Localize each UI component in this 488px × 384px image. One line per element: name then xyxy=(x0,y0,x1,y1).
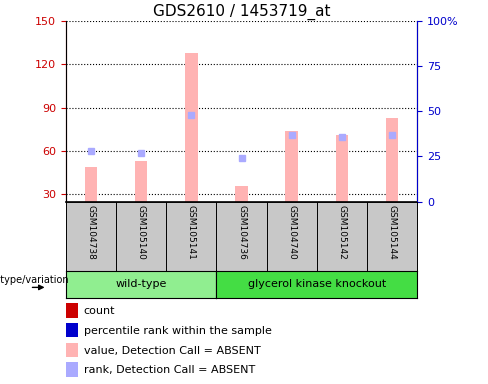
Text: wild-type: wild-type xyxy=(116,279,167,289)
Bar xyxy=(336,135,348,202)
Text: rank, Detection Call = ABSENT: rank, Detection Call = ABSENT xyxy=(84,365,255,375)
Bar xyxy=(66,323,78,337)
Bar xyxy=(235,186,248,202)
Text: percentile rank within the sample: percentile rank within the sample xyxy=(84,326,272,336)
Text: value, Detection Call = ABSENT: value, Detection Call = ABSENT xyxy=(84,346,261,356)
Text: GSM105144: GSM105144 xyxy=(387,205,397,260)
Text: GSM105141: GSM105141 xyxy=(187,205,196,260)
Bar xyxy=(386,118,398,202)
Text: GSM104738: GSM104738 xyxy=(86,205,96,260)
Bar xyxy=(85,167,97,202)
Bar xyxy=(285,131,298,202)
Text: count: count xyxy=(84,306,115,316)
Text: genotype/variation: genotype/variation xyxy=(0,275,69,285)
Text: GSM104740: GSM104740 xyxy=(287,205,296,260)
Bar xyxy=(66,362,78,377)
Text: GSM104736: GSM104736 xyxy=(237,205,246,260)
Bar xyxy=(66,303,78,318)
Bar xyxy=(185,53,198,202)
Text: GSM105140: GSM105140 xyxy=(137,205,146,260)
Text: glycerol kinase knockout: glycerol kinase knockout xyxy=(248,279,386,289)
Bar xyxy=(135,161,147,202)
Text: GSM105142: GSM105142 xyxy=(337,205,346,260)
Bar xyxy=(66,343,78,357)
Title: GDS2610 / 1453719_at: GDS2610 / 1453719_at xyxy=(153,3,330,20)
